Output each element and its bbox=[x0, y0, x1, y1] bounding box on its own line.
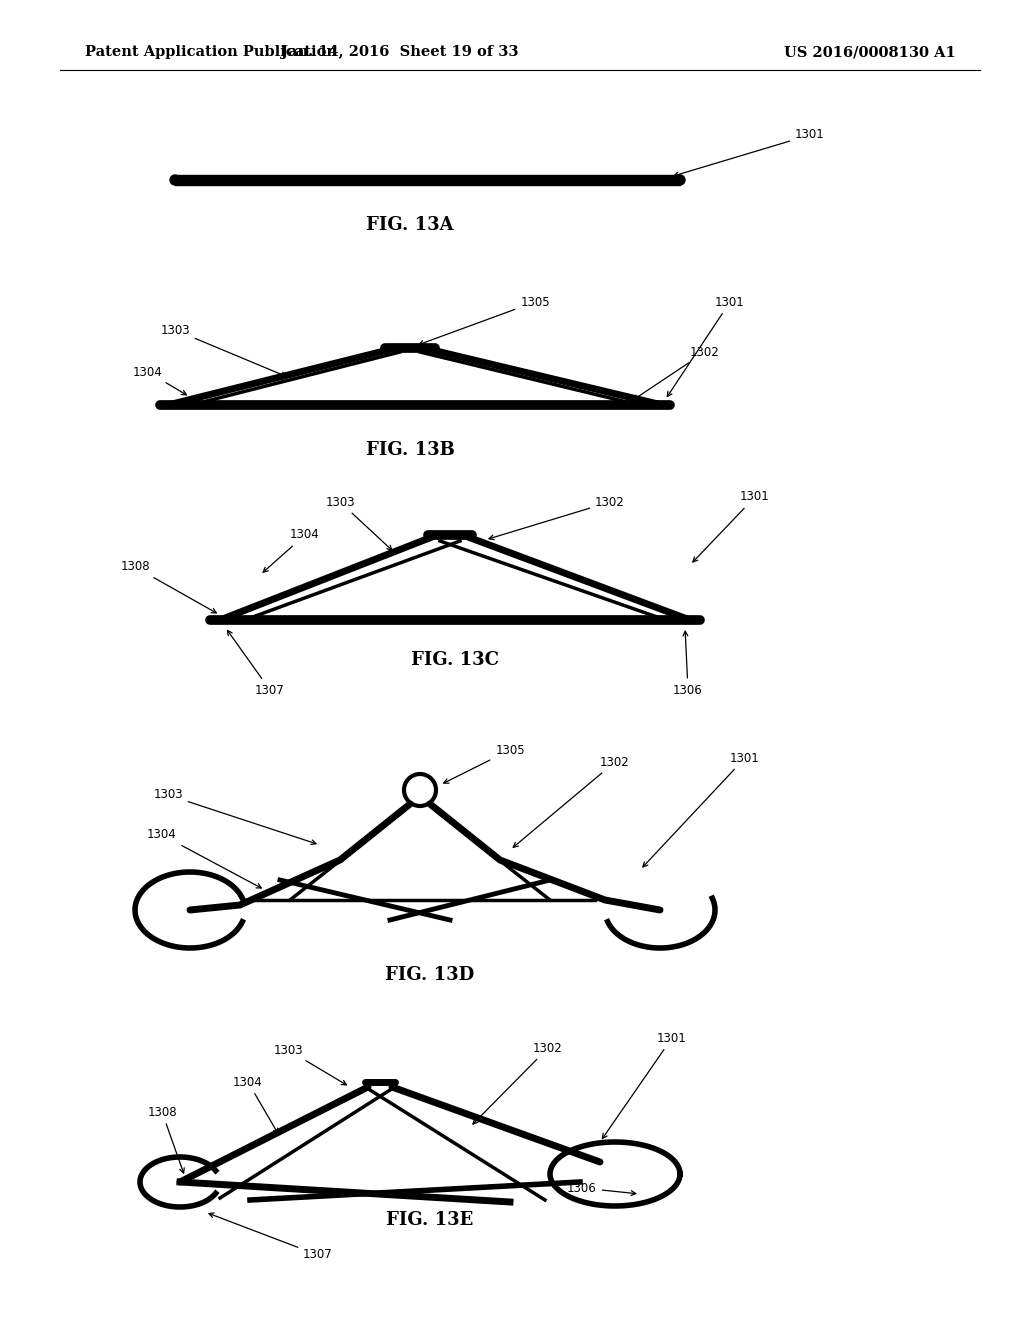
Text: 1303: 1303 bbox=[160, 323, 286, 376]
Text: FIG. 13E: FIG. 13E bbox=[386, 1210, 474, 1229]
Circle shape bbox=[675, 176, 685, 185]
Text: 1301: 1301 bbox=[668, 296, 744, 396]
Text: 1307: 1307 bbox=[227, 631, 285, 697]
Text: 1304: 1304 bbox=[263, 528, 319, 573]
Text: 1301: 1301 bbox=[674, 128, 825, 177]
Text: 1304: 1304 bbox=[133, 366, 186, 395]
Bar bbox=[175, 176, 680, 185]
Text: 1301: 1301 bbox=[602, 1031, 687, 1139]
Text: 1306: 1306 bbox=[673, 631, 702, 697]
Text: US 2016/0008130 A1: US 2016/0008130 A1 bbox=[784, 45, 955, 59]
Circle shape bbox=[170, 176, 180, 185]
Text: 1308: 1308 bbox=[120, 561, 216, 612]
Text: 1307: 1307 bbox=[209, 1213, 333, 1262]
Text: 1304: 1304 bbox=[233, 1076, 278, 1134]
Text: 1302: 1302 bbox=[513, 755, 630, 847]
Text: 1306: 1306 bbox=[567, 1181, 636, 1196]
Text: 1302: 1302 bbox=[489, 495, 625, 540]
Text: FIG. 13A: FIG. 13A bbox=[367, 216, 454, 234]
Text: 1303: 1303 bbox=[326, 495, 392, 550]
Text: Jan. 14, 2016  Sheet 19 of 33: Jan. 14, 2016 Sheet 19 of 33 bbox=[282, 45, 519, 59]
Text: 1302: 1302 bbox=[473, 1041, 563, 1125]
Text: FIG. 13C: FIG. 13C bbox=[411, 651, 499, 669]
Text: 1305: 1305 bbox=[419, 296, 550, 345]
Text: 1304: 1304 bbox=[147, 829, 261, 888]
Text: FIG. 13B: FIG. 13B bbox=[366, 441, 455, 459]
Text: 1305: 1305 bbox=[443, 743, 525, 783]
Text: FIG. 13D: FIG. 13D bbox=[385, 966, 475, 983]
Text: 1308: 1308 bbox=[147, 1106, 184, 1173]
Text: 1301: 1301 bbox=[643, 751, 760, 867]
Text: 1301: 1301 bbox=[693, 491, 770, 562]
Text: Patent Application Publication: Patent Application Publication bbox=[85, 45, 337, 59]
Text: 1303: 1303 bbox=[273, 1044, 346, 1085]
Text: 1303: 1303 bbox=[154, 788, 316, 845]
Text: 1302: 1302 bbox=[634, 346, 720, 400]
